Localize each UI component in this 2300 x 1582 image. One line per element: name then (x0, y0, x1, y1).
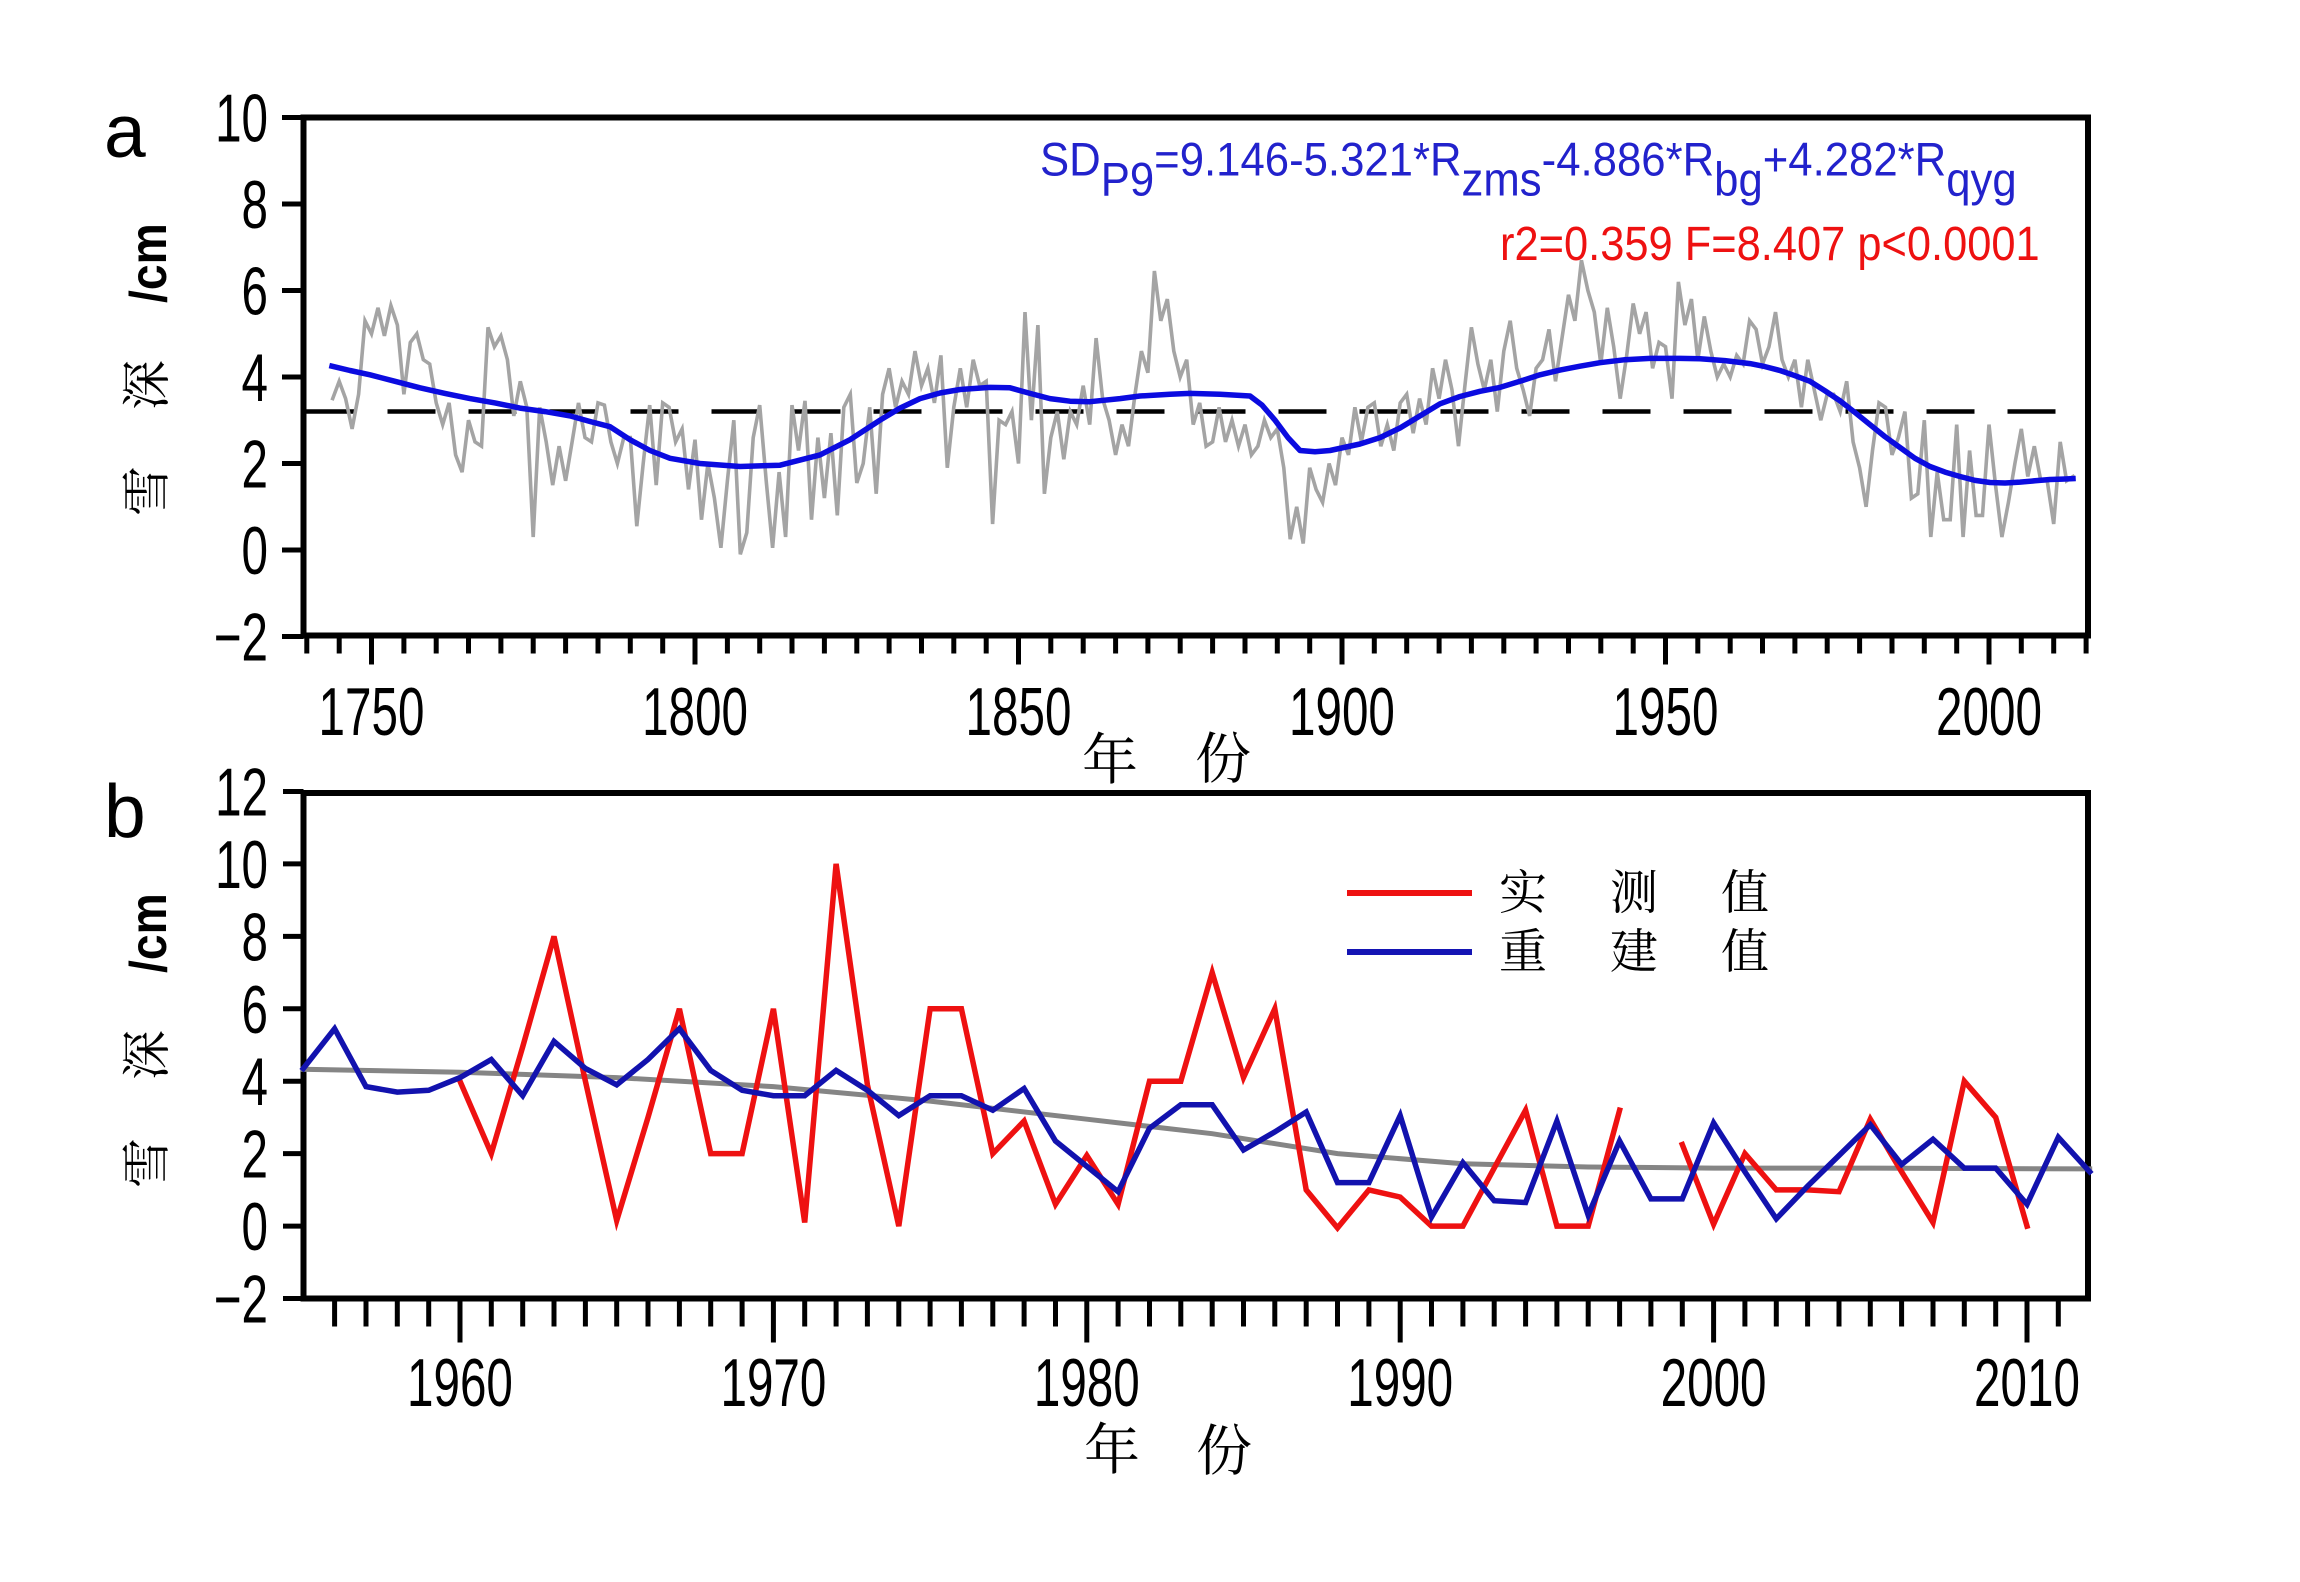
svg-text:10: 10 (215, 828, 268, 903)
svg-text:b: b (104, 769, 146, 853)
svg-text:1750: 1750 (319, 675, 425, 750)
svg-text:1990: 1990 (1347, 1346, 1453, 1421)
svg-text:0: 0 (242, 514, 268, 589)
svg-text:10: 10 (215, 81, 268, 156)
svg-text:1970: 1970 (720, 1346, 826, 1421)
svg-text:1950: 1950 (1613, 675, 1719, 750)
svg-text:/cm: /cm (120, 223, 178, 303)
svg-text:2010: 2010 (1974, 1346, 2080, 1421)
svg-text:4: 4 (242, 341, 268, 416)
svg-text:6: 6 (242, 973, 268, 1048)
svg-text:1900: 1900 (1289, 675, 1395, 750)
svg-text:8: 8 (242, 900, 268, 975)
svg-text:2000: 2000 (1661, 1346, 1767, 1421)
svg-text:4: 4 (242, 1045, 268, 1120)
svg-text:−2: −2 (214, 1262, 268, 1337)
svg-text:1960: 1960 (407, 1346, 513, 1421)
svg-text:0: 0 (242, 1190, 268, 1265)
svg-text:−2: −2 (214, 600, 268, 675)
svg-text:1800: 1800 (642, 675, 748, 750)
svg-text:6: 6 (242, 254, 268, 329)
svg-text:2000: 2000 (1936, 675, 2042, 750)
svg-text:8: 8 (242, 168, 268, 243)
svg-text:2: 2 (242, 427, 268, 502)
svg-text:2: 2 (242, 1117, 268, 1192)
svg-text:/cm: /cm (120, 893, 178, 973)
svg-text:1850: 1850 (966, 675, 1072, 750)
svg-text:12: 12 (215, 755, 268, 830)
svg-text:a: a (104, 89, 146, 173)
svg-text:1980: 1980 (1034, 1346, 1140, 1421)
svg-text:r2=0.359 F=8.407 p<0.0001: r2=0.359 F=8.407 p<0.0001 (1500, 217, 2040, 270)
